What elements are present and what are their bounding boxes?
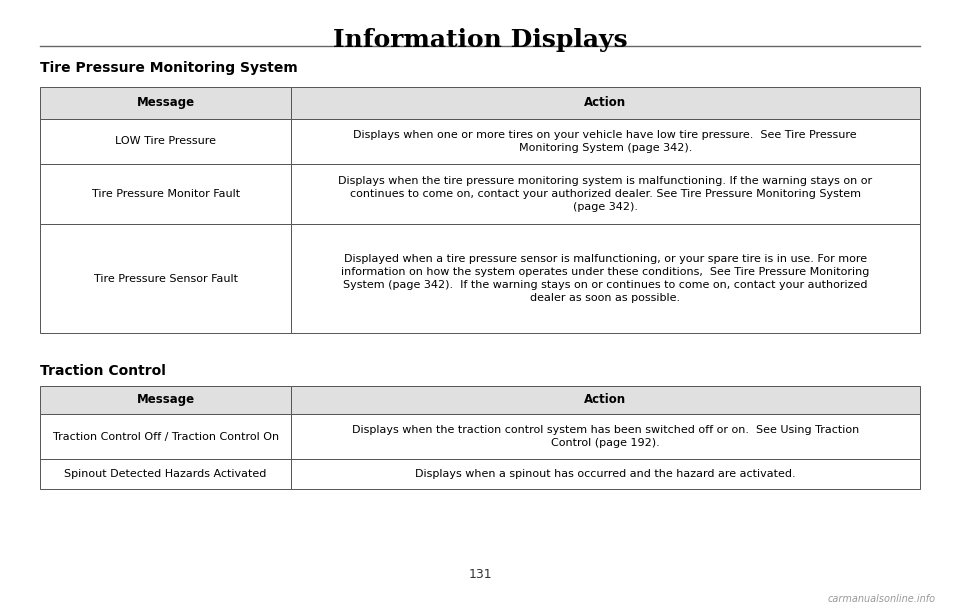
Bar <box>40 386 291 414</box>
Bar <box>40 224 291 333</box>
Text: Message: Message <box>136 393 195 406</box>
Text: 131: 131 <box>468 568 492 581</box>
Text: carmanualsonline.info: carmanualsonline.info <box>828 594 936 604</box>
Text: Displays when the traction control system has been switched off or on.  See Usin: Displays when the traction control syste… <box>351 425 859 448</box>
Text: Message: Message <box>136 96 195 109</box>
Bar <box>40 414 291 459</box>
Bar <box>40 459 291 489</box>
Bar <box>291 386 920 414</box>
Text: Displayed when a tire pressure sensor is malfunctioning, or your spare tire is i: Displayed when a tire pressure sensor is… <box>341 254 870 303</box>
Text: Information Displays: Information Displays <box>333 28 627 52</box>
Text: Spinout Detected Hazards Activated: Spinout Detected Hazards Activated <box>64 469 267 479</box>
Text: Tire Pressure Monitor Fault: Tire Pressure Monitor Fault <box>91 189 240 199</box>
Bar <box>291 414 920 459</box>
Bar <box>40 164 291 224</box>
Bar <box>291 224 920 333</box>
Text: Traction Control: Traction Control <box>40 364 166 378</box>
Bar <box>291 164 920 224</box>
Bar <box>40 87 291 119</box>
Text: Traction Control Off / Traction Control On: Traction Control Off / Traction Control … <box>53 431 278 442</box>
Text: Action: Action <box>585 393 626 406</box>
Bar <box>291 119 920 164</box>
Bar <box>40 119 291 164</box>
Bar <box>291 459 920 489</box>
Bar <box>291 87 920 119</box>
Text: Tire Pressure Sensor Fault: Tire Pressure Sensor Fault <box>94 274 238 284</box>
Text: LOW Tire Pressure: LOW Tire Pressure <box>115 136 216 147</box>
Text: Displays when a spinout has occurred and the hazard are activated.: Displays when a spinout has occurred and… <box>415 469 796 479</box>
Text: Displays when the tire pressure monitoring system is malfunctioning. If the warn: Displays when the tire pressure monitori… <box>338 177 873 212</box>
Text: Displays when one or more tires on your vehicle have low tire pressure.  See Tir: Displays when one or more tires on your … <box>353 130 857 153</box>
Text: Action: Action <box>585 96 626 109</box>
Text: Tire Pressure Monitoring System: Tire Pressure Monitoring System <box>40 61 298 75</box>
